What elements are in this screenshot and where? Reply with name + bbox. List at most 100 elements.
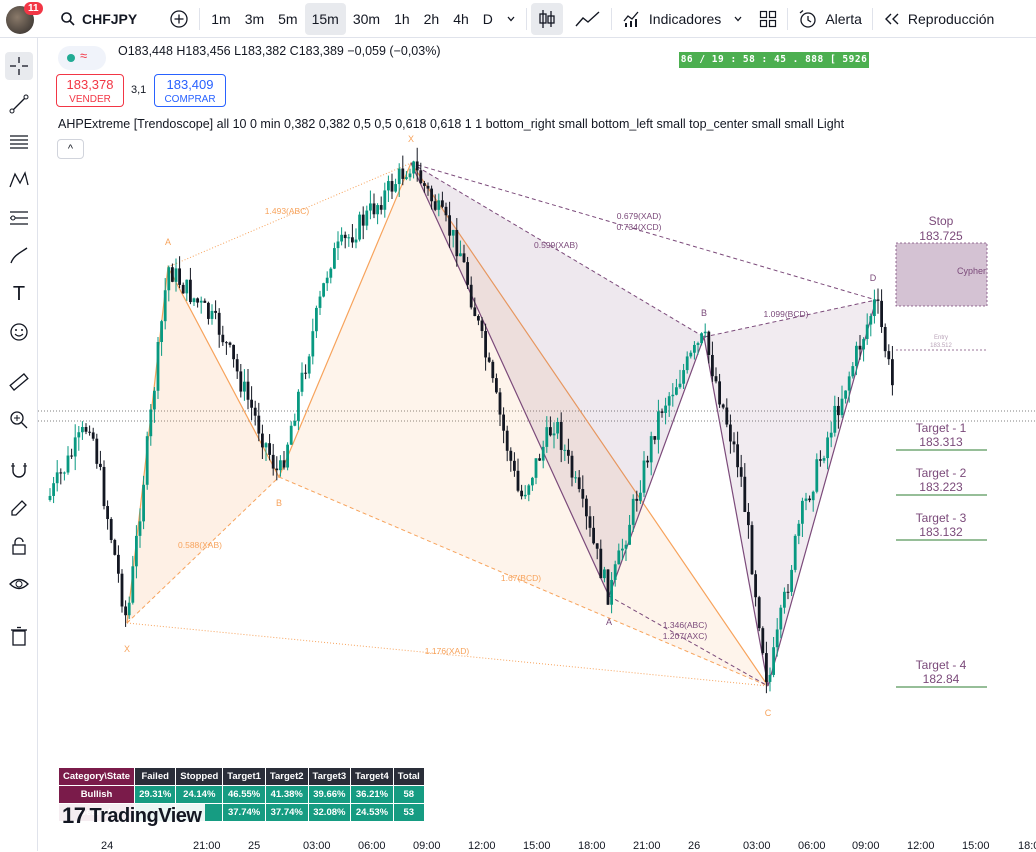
candle-body xyxy=(613,564,617,580)
candle-body xyxy=(711,354,714,377)
sell-button[interactable]: 183,378 VENDER xyxy=(56,74,124,107)
trend-line-tool-icon[interactable] xyxy=(5,90,33,118)
candle-body xyxy=(667,396,671,406)
timeframe-30m[interactable]: 30m xyxy=(352,10,381,27)
timeframe-D[interactable]: D xyxy=(482,10,493,27)
timeframe-3m[interactable]: 3m xyxy=(244,10,265,27)
candle-body xyxy=(268,443,271,455)
candle-body xyxy=(484,331,487,358)
timeframe-1h[interactable]: 1h xyxy=(394,10,410,27)
pattern2-xd-line xyxy=(410,162,877,301)
entry-value: 183.512 xyxy=(930,343,952,349)
lock-icon[interactable] xyxy=(5,532,33,560)
replay-button[interactable]: Reproducción xyxy=(877,0,1000,38)
timeframe-5m[interactable]: 5m xyxy=(278,10,298,27)
candle-body xyxy=(379,205,383,210)
candle-body xyxy=(106,506,109,520)
pattern1-xab-fill xyxy=(127,267,279,623)
time-axis-label: 21:00 xyxy=(633,840,661,852)
candle-body xyxy=(63,472,66,474)
candle-body xyxy=(142,484,145,522)
candle-body xyxy=(516,470,520,491)
line-chart-type-button[interactable] xyxy=(569,0,607,38)
ruler-tool-icon[interactable] xyxy=(5,368,33,396)
market-open-dot xyxy=(67,54,75,62)
user-avatar[interactable]: 11 xyxy=(4,1,43,36)
status-pill[interactable]: ≈ xyxy=(58,46,106,70)
fib-tool-icon[interactable] xyxy=(5,204,33,232)
brush-tool-icon[interactable] xyxy=(5,242,33,270)
time-axis-label: 09:00 xyxy=(852,840,880,852)
candle-body xyxy=(829,432,833,438)
price-chart[interactable]: X A B X C 1.493(ABC) 0.588(XAB) 1.67(BCD… xyxy=(38,38,1036,851)
p1-bcd-ratio: 1.67(BCD) xyxy=(501,573,541,583)
timeframe-dropdown[interactable] xyxy=(500,0,522,38)
pattern-tool-icon[interactable] xyxy=(5,166,33,194)
candle-body xyxy=(333,248,336,269)
candle-body xyxy=(358,214,361,240)
buy-button[interactable]: 183,409 COMPRAR xyxy=(154,74,226,107)
candle-body xyxy=(257,415,261,434)
candle-body xyxy=(765,653,768,682)
p1-x-label: X xyxy=(408,134,414,144)
collapse-legend-button[interactable]: ^ xyxy=(57,139,84,159)
trash-icon[interactable] xyxy=(5,622,33,650)
candle-body xyxy=(718,381,721,405)
candle-body xyxy=(185,279,189,294)
alarm-clock-icon xyxy=(799,9,816,28)
crosshair-tool-icon[interactable] xyxy=(5,52,33,80)
candle-body xyxy=(156,341,160,391)
divider xyxy=(871,7,873,30)
candle-body xyxy=(261,433,264,448)
candle-body xyxy=(365,210,369,226)
candle-body xyxy=(397,168,401,185)
pattern2-bd-line xyxy=(703,299,877,338)
emoji-tool-icon[interactable] xyxy=(5,318,33,346)
candle-body xyxy=(621,548,624,551)
stats-header-cell: Target4 xyxy=(350,767,394,786)
time-axis-label: 18:0 xyxy=(1018,840,1036,852)
candle-body xyxy=(891,359,894,386)
candle-body xyxy=(689,352,693,357)
lock-pencil-icon[interactable] xyxy=(5,494,33,522)
candles-icon xyxy=(539,9,555,28)
layouts-button[interactable] xyxy=(753,0,783,38)
candle-body xyxy=(858,345,862,350)
indicators-dropdown[interactable] xyxy=(727,0,749,38)
symbol-name: CHFJPY xyxy=(82,10,138,27)
timeframe-4h[interactable]: 4h xyxy=(453,10,469,27)
candle-body xyxy=(736,444,739,468)
indicators-button[interactable]: Indicadores xyxy=(616,0,727,38)
candle-body xyxy=(300,372,304,392)
indicator-title[interactable]: AHPExtreme [Trendoscope] all 10 0 min 0,… xyxy=(58,117,845,131)
timeframe-1m[interactable]: 1m xyxy=(211,10,231,27)
horizontal-lines-tool-icon[interactable] xyxy=(5,128,33,156)
eye-icon[interactable] xyxy=(5,570,33,598)
time-axis-label: 12:00 xyxy=(468,840,496,852)
timeframe-15m[interactable]: 15m xyxy=(304,2,346,35)
stats-row-bullish: Bullish 29.31% 24.14% 46.55% 41.38% 39.66% 36.… xyxy=(57,785,425,804)
text-tool-icon[interactable]: T xyxy=(12,282,26,305)
alert-button[interactable]: Alerta xyxy=(792,0,868,38)
candle-body xyxy=(131,566,135,603)
candle-body xyxy=(855,345,858,367)
symbol-search[interactable]: CHFJPY xyxy=(54,0,143,38)
target4-value: 182.84 xyxy=(923,672,960,686)
zoom-in-icon[interactable] xyxy=(5,406,33,434)
timeframe-2h[interactable]: 2h xyxy=(423,10,440,27)
candle-body xyxy=(351,237,354,243)
p2-axc-ratio: 1.207(AXC) xyxy=(663,631,708,641)
candle-body xyxy=(81,427,84,433)
candle-body xyxy=(387,181,390,191)
candle-body xyxy=(585,498,588,517)
candle-body xyxy=(426,185,430,189)
grid-layout-icon xyxy=(760,10,777,27)
compare-symbol-button[interactable] xyxy=(163,0,195,38)
candle-body xyxy=(149,409,153,437)
drawing-tools-sidebar: T xyxy=(0,38,38,851)
candle-body xyxy=(459,253,462,257)
candle-body xyxy=(415,161,419,171)
candle-body xyxy=(448,215,451,236)
magnet-icon[interactable] xyxy=(5,456,33,484)
candles-chart-type-button[interactable] xyxy=(530,2,563,35)
